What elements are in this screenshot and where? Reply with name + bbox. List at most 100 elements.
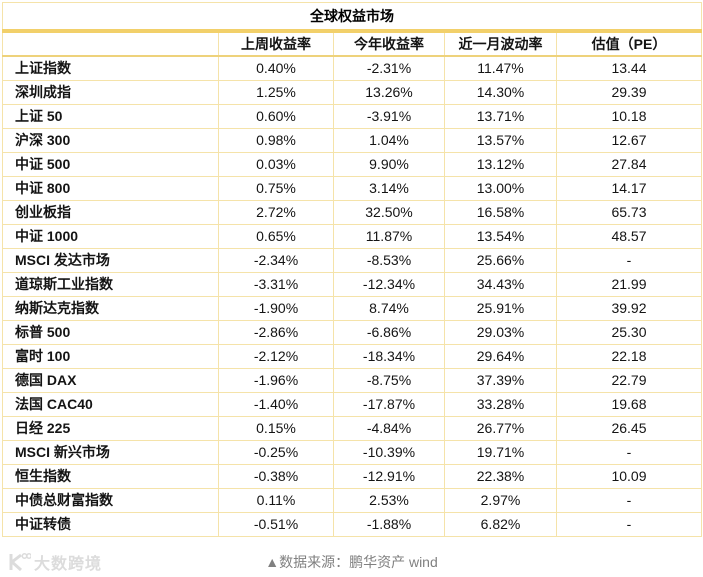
index-name-cell: 纳斯达克指数 xyxy=(2,296,219,321)
table-row: 德国 DAX -1.96% -8.75% 37.39% 22.79 xyxy=(2,368,702,393)
value-cell: 3.14% xyxy=(333,176,445,201)
table-row: 深圳成指 1.25% 13.26% 14.30% 29.39 xyxy=(2,80,702,105)
value-cell: 37.39% xyxy=(444,368,557,393)
value-cell: 25.91% xyxy=(444,296,557,321)
value-cell: -10.39% xyxy=(333,440,445,465)
value-cell: 16.58% xyxy=(444,200,557,225)
index-name-cell: 恒生指数 xyxy=(2,464,219,489)
table-row: 上证指数 0.40% -2.31% 11.47% 13.44 xyxy=(2,55,702,81)
value-cell: 0.60% xyxy=(218,104,334,129)
value-cell: 48.57 xyxy=(556,224,702,249)
dashukuajing-logo-icon xyxy=(9,553,31,572)
value-cell: 13.12% xyxy=(444,152,557,177)
value-cell: -1.88% xyxy=(333,512,445,537)
value-cell: -2.86% xyxy=(218,320,334,345)
index-name-cell: 深圳成指 xyxy=(2,80,219,105)
value-cell: 10.09 xyxy=(556,464,702,489)
index-name-cell: 沪深 300 xyxy=(2,128,219,153)
value-cell: 21.99 xyxy=(556,272,702,297)
value-cell: 0.65% xyxy=(218,224,334,249)
value-cell: -3.91% xyxy=(333,104,445,129)
value-cell: -8.53% xyxy=(333,248,445,273)
value-cell: 1.04% xyxy=(333,128,445,153)
value-cell: -6.86% xyxy=(333,320,445,345)
column-header-0 xyxy=(2,30,219,57)
index-name-cell: MSCI 新兴市场 xyxy=(2,440,219,465)
index-name-cell: 中证 800 xyxy=(2,176,219,201)
value-cell: -2.12% xyxy=(218,344,334,369)
table-row: 中证 800 0.75% 3.14% 13.00% 14.17 xyxy=(2,176,702,201)
watermark: 大数跨境 xyxy=(7,550,102,574)
value-cell: 14.17 xyxy=(556,176,702,201)
table-row: 上证 50 0.60% -3.91% 13.71% 10.18 xyxy=(2,104,702,129)
global-equity-market-table: 全球权益市场 上周收益率 今年收益率 近一月波动率 估值（PE） 上证指数 0.40% -… xyxy=(2,2,702,537)
index-name-cell: 上证指数 xyxy=(2,55,219,81)
value-cell: -0.51% xyxy=(218,512,334,537)
index-name-cell: 法国 CAC40 xyxy=(2,392,219,417)
value-cell: 19.71% xyxy=(444,440,557,465)
index-name-cell: 德国 DAX xyxy=(2,368,219,393)
table-row: 日经 225 0.15% -4.84% 26.77% 26.45 xyxy=(2,416,702,441)
index-name-cell: MSCI 发达市场 xyxy=(2,248,219,273)
value-cell: -8.75% xyxy=(333,368,445,393)
table-header-row: 上周收益率 今年收益率 近一月波动率 估值（PE） xyxy=(2,30,702,57)
value-cell: - xyxy=(556,512,702,537)
value-cell: 0.15% xyxy=(218,416,334,441)
value-cell: 29.03% xyxy=(444,320,557,345)
value-cell: 13.26% xyxy=(333,80,445,105)
value-cell: 13.44 xyxy=(556,55,702,81)
value-cell: 1.25% xyxy=(218,80,334,105)
value-cell: 11.87% xyxy=(333,224,445,249)
index-name-cell: 日经 225 xyxy=(2,416,219,441)
table-row: MSCI 新兴市场 -0.25% -10.39% 19.71% - xyxy=(2,440,702,465)
value-cell: -17.87% xyxy=(333,392,445,417)
index-name-cell: 标普 500 xyxy=(2,320,219,345)
index-name-cell: 中证转债 xyxy=(2,512,219,537)
index-name-cell: 中债总财富指数 xyxy=(2,488,219,513)
index-name-cell: 富时 100 xyxy=(2,344,219,369)
table-row: 中债总财富指数 0.11% 2.53% 2.97% - xyxy=(2,488,702,513)
value-cell: 6.82% xyxy=(444,512,557,537)
value-cell: 22.18 xyxy=(556,344,702,369)
watermark-text: 大数跨境 xyxy=(34,556,103,573)
value-cell: 22.38% xyxy=(444,464,557,489)
index-name-cell: 道琼斯工业指数 xyxy=(2,272,219,297)
index-name-cell: 上证 50 xyxy=(2,104,219,129)
column-header-3: 近一月波动率 xyxy=(444,30,557,57)
value-cell: 34.43% xyxy=(444,272,557,297)
value-cell: 25.30 xyxy=(556,320,702,345)
value-cell: -1.40% xyxy=(218,392,334,417)
value-cell: -3.31% xyxy=(218,272,334,297)
value-cell: - xyxy=(556,440,702,465)
data-source-caption: ▲数据来源：鹏华资产 wind xyxy=(265,554,438,570)
column-header-1: 上周收益率 xyxy=(218,30,334,57)
value-cell: -1.90% xyxy=(218,296,334,321)
value-cell: 0.98% xyxy=(218,128,334,153)
value-cell: 27.84 xyxy=(556,152,702,177)
table-row: 恒生指数 -0.38% -12.91% 22.38% 10.09 xyxy=(2,464,702,489)
table-row: 道琼斯工业指数 -3.31% -12.34% 34.43% 21.99 xyxy=(2,272,702,297)
value-cell: 19.68 xyxy=(556,392,702,417)
value-cell: 32.50% xyxy=(333,200,445,225)
index-name-cell: 中证 1000 xyxy=(2,224,219,249)
value-cell: 13.57% xyxy=(444,128,557,153)
value-cell: -12.91% xyxy=(333,464,445,489)
value-cell: 0.40% xyxy=(218,55,334,81)
value-cell: 11.47% xyxy=(444,55,557,81)
table-row: MSCI 发达市场 -2.34% -8.53% 25.66% - xyxy=(2,248,702,273)
value-cell: -2.34% xyxy=(218,248,334,273)
value-cell: 2.53% xyxy=(333,488,445,513)
table-row: 标普 500 -2.86% -6.86% 29.03% 25.30 xyxy=(2,320,702,345)
value-cell: 13.00% xyxy=(444,176,557,201)
table-row: 沪深 300 0.98% 1.04% 13.57% 12.67 xyxy=(2,128,702,153)
value-cell: 0.11% xyxy=(218,488,334,513)
value-cell: -2.31% xyxy=(333,55,445,81)
value-cell: -18.34% xyxy=(333,344,445,369)
value-cell: 2.97% xyxy=(444,488,557,513)
table-title-row: 全球权益市场 xyxy=(2,2,702,33)
value-cell: 10.18 xyxy=(556,104,702,129)
table-row: 中证 1000 0.65% 11.87% 13.54% 48.57 xyxy=(2,224,702,249)
value-cell: 39.92 xyxy=(556,296,702,321)
value-cell: 12.67 xyxy=(556,128,702,153)
index-name-cell: 中证 500 xyxy=(2,152,219,177)
